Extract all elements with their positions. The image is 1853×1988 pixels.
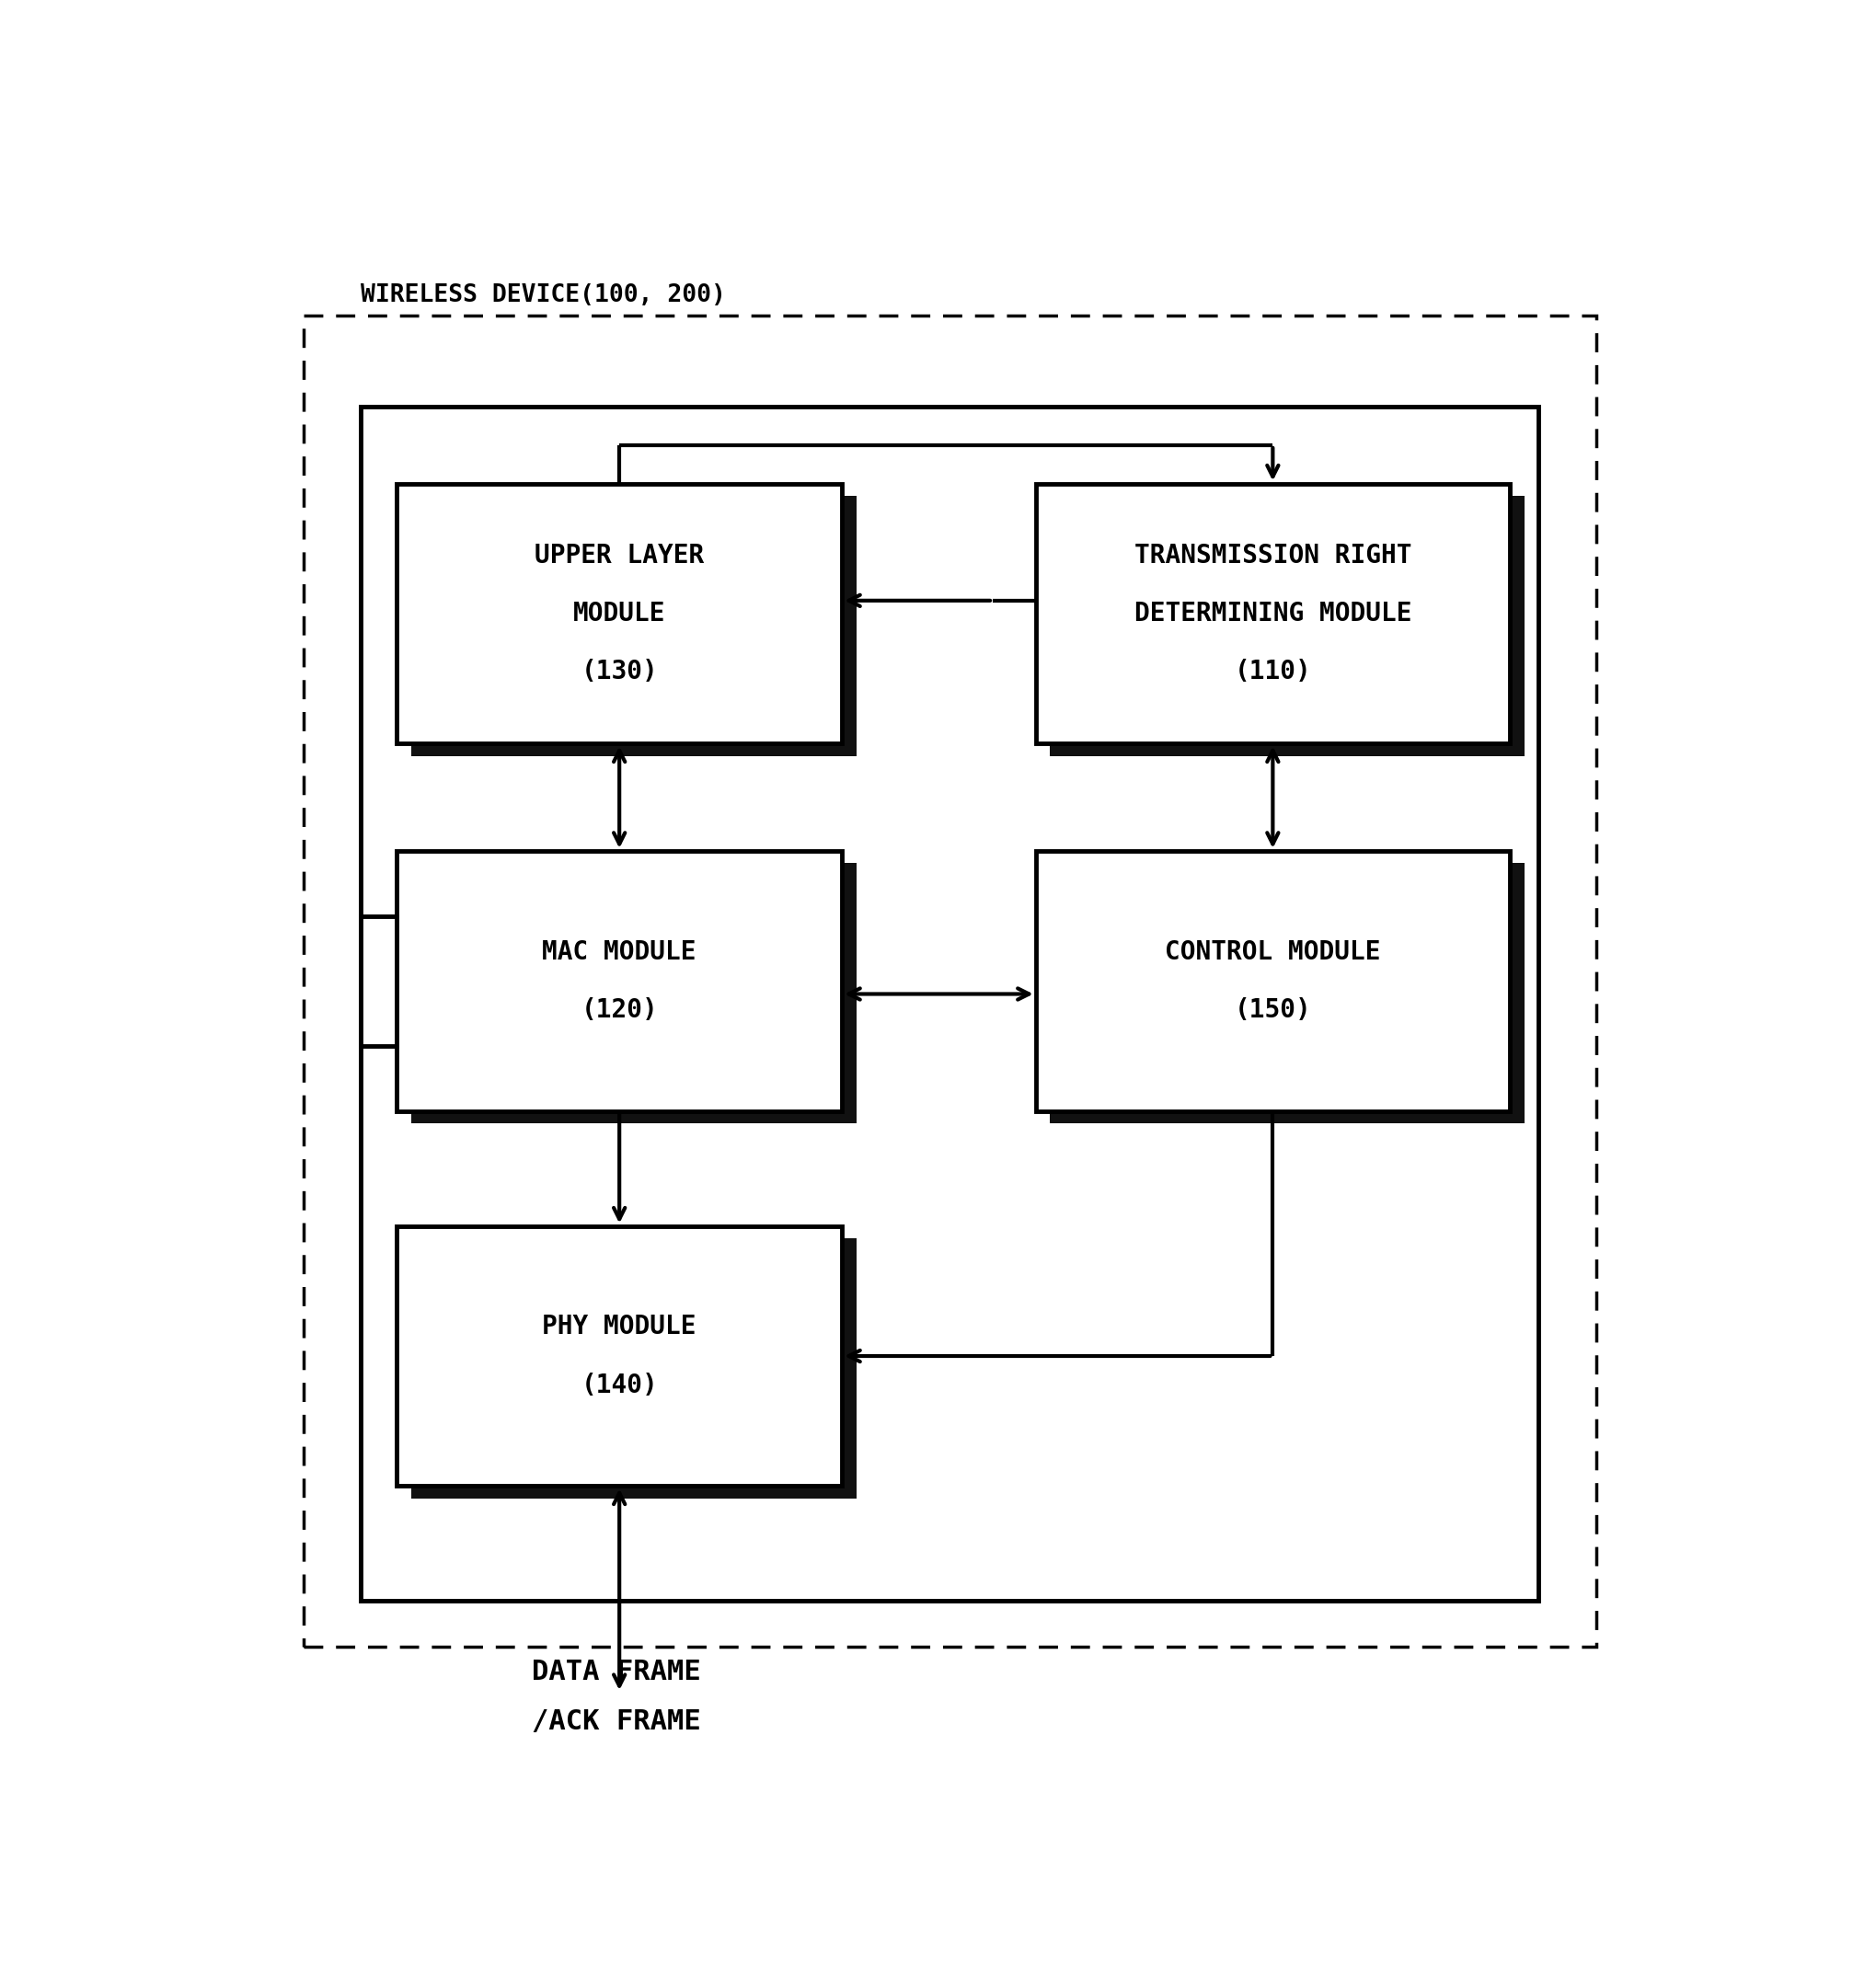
Text: MAC MODULE: MAC MODULE [543,938,697,964]
Text: (140): (140) [580,1372,658,1398]
Bar [304,316,1595,1646]
Bar [1036,483,1510,744]
Bar [1051,495,1525,755]
Text: PHY MODULE: PHY MODULE [543,1314,697,1340]
Bar [411,495,856,755]
Text: (120): (120) [580,998,658,1024]
Text: (110): (110) [1234,658,1312,684]
Text: CONTROL MODULE: CONTROL MODULE [1166,938,1380,964]
Bar [397,1227,841,1487]
Text: (130): (130) [580,658,658,684]
Bar [1036,851,1510,1111]
Text: TRANSMISSION RIGHT: TRANSMISSION RIGHT [1134,543,1412,569]
Bar [361,408,1538,1600]
Bar [361,916,397,1046]
Text: (150): (150) [1234,998,1312,1024]
Text: MODULE: MODULE [573,600,665,626]
Bar [1051,863,1525,1123]
Bar [411,863,856,1123]
Bar [397,851,841,1111]
Text: WIRELESS DEVICE(100, 200): WIRELESS DEVICE(100, 200) [361,282,726,308]
Text: DATA FRAME: DATA FRAME [532,1660,700,1686]
Bar [397,483,841,744]
Bar [411,1239,856,1499]
Text: /ACK FRAME: /ACK FRAME [532,1708,700,1736]
Text: DETERMINING MODULE: DETERMINING MODULE [1134,600,1412,626]
Text: UPPER LAYER: UPPER LAYER [536,543,704,569]
